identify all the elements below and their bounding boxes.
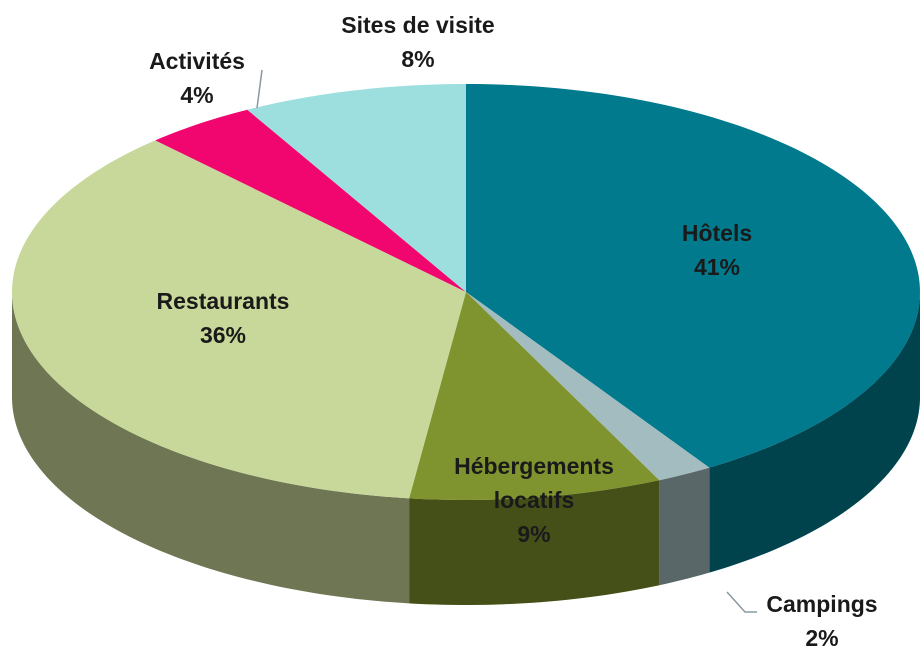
- slice: [12, 140, 467, 499]
- slice-wall: [409, 480, 660, 605]
- value-label: 8%: [401, 46, 435, 72]
- tops: [12, 84, 920, 500]
- slice: [466, 292, 710, 481]
- value-label: 36%: [199, 322, 247, 348]
- category-label: Hôtels: [681, 220, 753, 246]
- slice-wall: [12, 292, 410, 604]
- slice-wall-shade: [12, 292, 410, 604]
- slice: [409, 292, 660, 500]
- leader-line: [256, 69, 263, 109]
- value-label: 2%: [805, 625, 839, 651]
- walls: [12, 292, 920, 605]
- slice-label: Hôtels 41%: [682, 216, 752, 284]
- category-label: Campings: [766, 591, 878, 617]
- slice-label: Campings 2%: [766, 587, 877, 651]
- category-label: Hébergements locatifs: [454, 453, 614, 513]
- slice-label: Restaurants 36%: [157, 284, 290, 352]
- slice-wall: [659, 467, 710, 586]
- slice-label: Activités 4%: [149, 44, 245, 112]
- value-label: 41%: [693, 254, 741, 280]
- slice-wall: [709, 292, 920, 573]
- slice: [155, 109, 466, 292]
- category-label: Activités: [149, 48, 245, 74]
- category-label: Sites de visite: [341, 12, 495, 38]
- slice-label: Sites de visite 8%: [341, 8, 494, 76]
- value-label: 4%: [180, 82, 214, 108]
- category-label: Restaurants: [156, 288, 290, 314]
- slice: [247, 84, 466, 292]
- slice-wall-shade: [659, 467, 710, 586]
- slice-label: Hébergements locatifs 9%: [429, 449, 639, 551]
- value-label: 9%: [517, 521, 551, 547]
- leader-line: [726, 591, 757, 613]
- slice-wall-shade: [709, 292, 920, 573]
- slice-wall-shade: [409, 480, 660, 605]
- slice: [466, 84, 920, 468]
